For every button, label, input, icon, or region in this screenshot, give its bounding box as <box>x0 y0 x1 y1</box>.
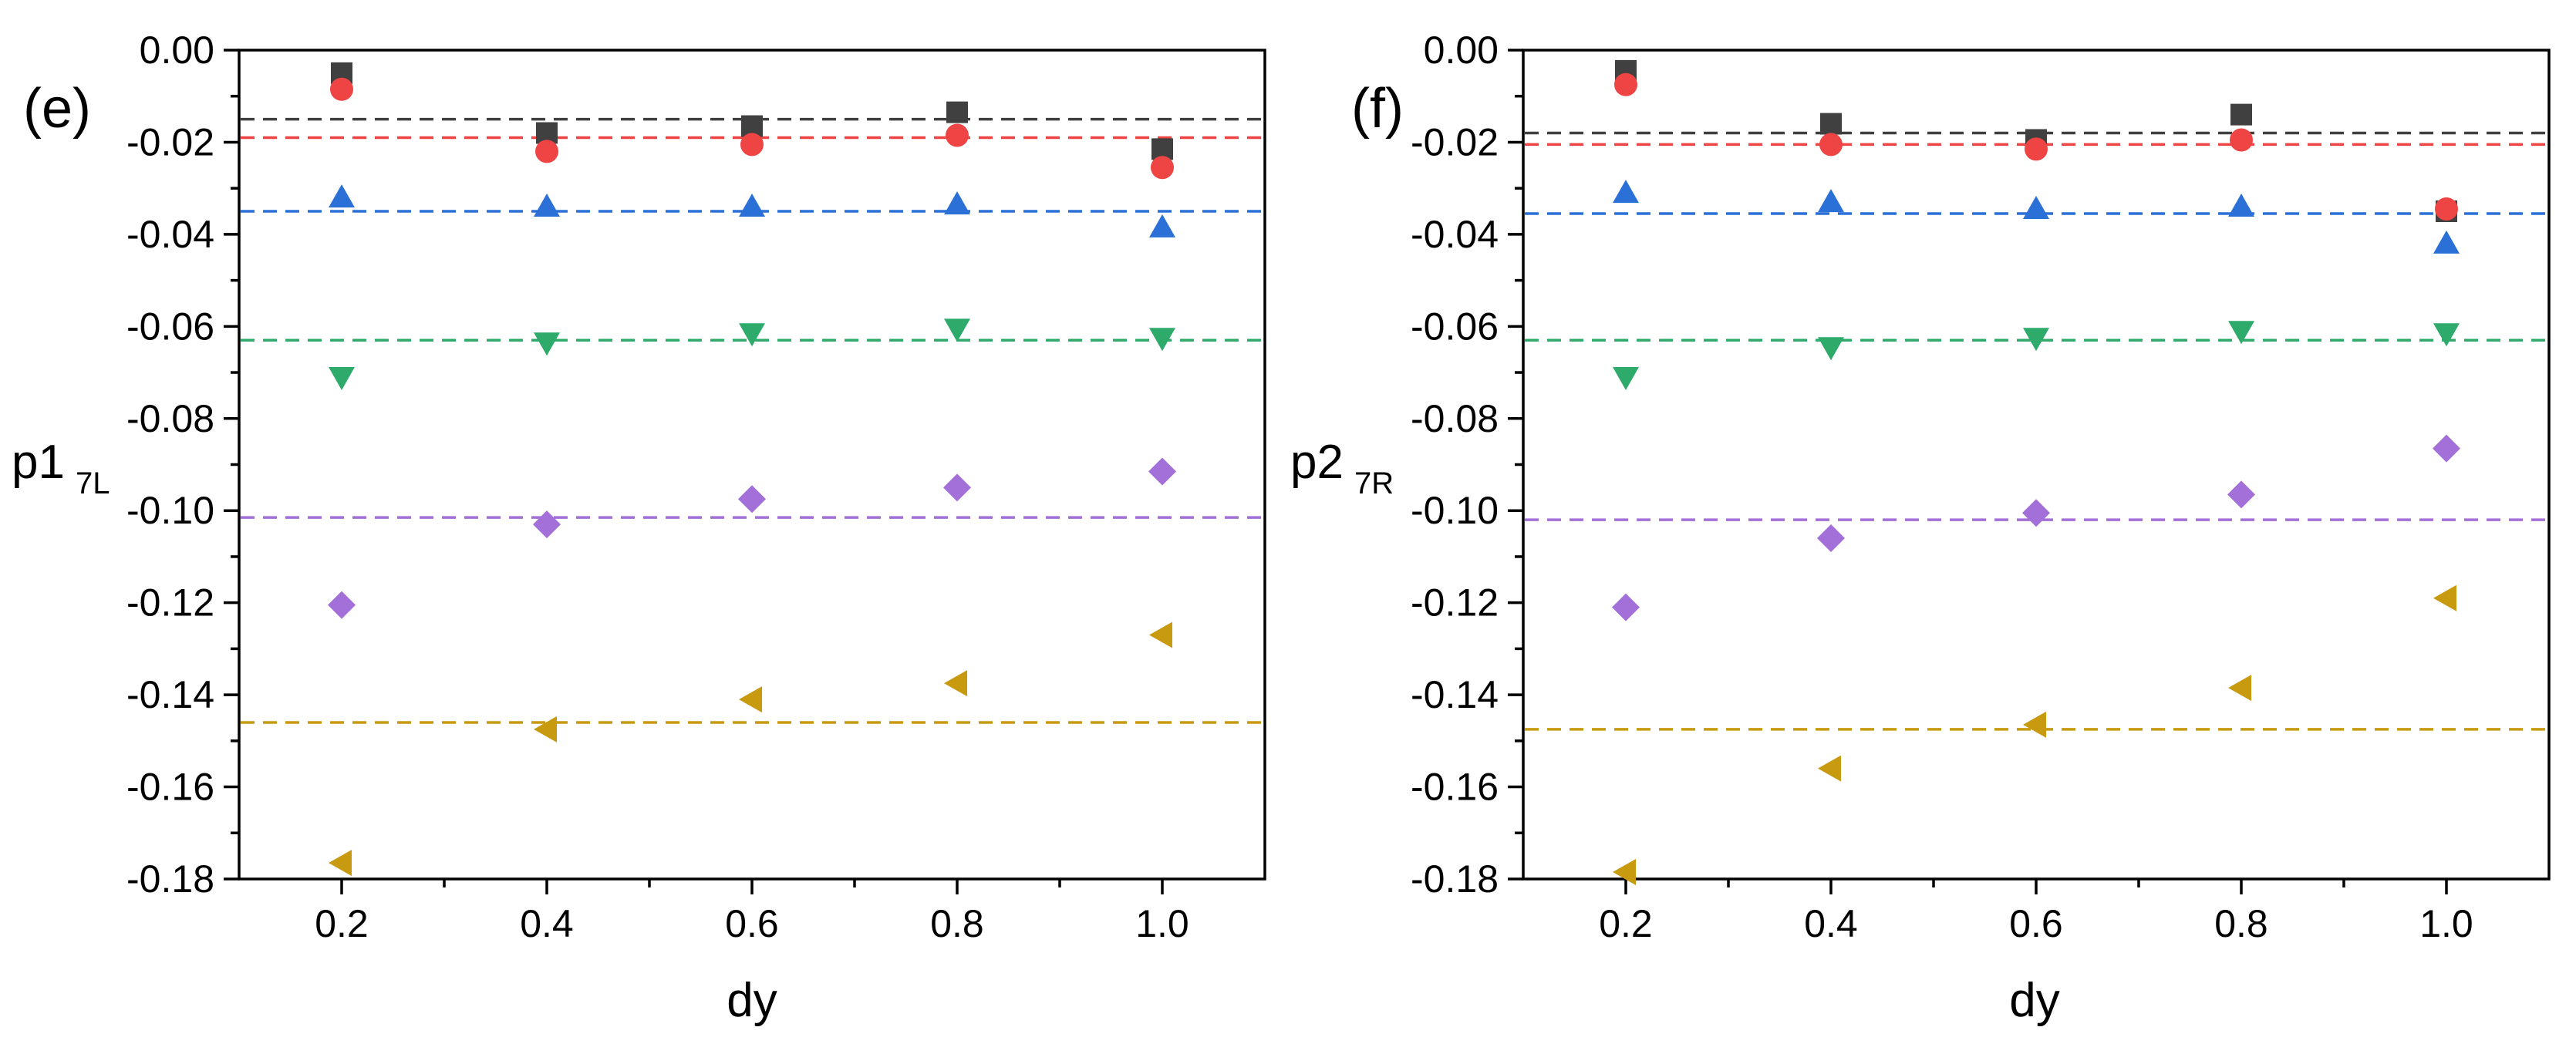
red-circle-marker <box>2230 128 2253 152</box>
purple-diamond-marker <box>2227 480 2255 509</box>
black-square-marker <box>1820 113 1842 135</box>
purple-diamond-marker <box>328 591 356 619</box>
black-square-marker <box>946 101 968 123</box>
x-tick-label: 0.8 <box>930 902 984 945</box>
y-axis-title-main: p1 <box>12 436 65 489</box>
y-axis-title-subscript: 7R <box>1354 466 1394 500</box>
purple-diamond-marker <box>738 485 766 514</box>
y-tick-label: -0.12 <box>1411 581 1499 625</box>
blue-triangle-up-marker <box>2228 194 2254 217</box>
red-circle-marker <box>1819 133 1843 157</box>
panel-e: (e) p1 7L dy 0.2 0.4 0.6 0.8 1.0 0.00 -0.02 -0… <box>12 29 1266 1027</box>
y-tick-label: -0.14 <box>126 673 214 716</box>
x-tick-label: 0.4 <box>520 902 574 945</box>
purple-diamond-marker <box>1817 524 1845 553</box>
y-tick-label: -0.16 <box>126 766 214 809</box>
green-triangle-down-marker <box>534 332 560 356</box>
x-tick-label: 1.0 <box>2419 902 2473 945</box>
red-circle-marker <box>740 133 764 157</box>
y-tick-label: -0.06 <box>1411 305 1499 348</box>
y-axis-title-subscript: 7L <box>76 466 110 500</box>
green-triangle-down-marker <box>1149 328 1175 352</box>
plot-frame <box>238 49 1266 881</box>
red-circle-marker <box>2435 197 2458 221</box>
y-tick-label: -0.06 <box>126 305 214 348</box>
green-triangle-down-marker <box>1818 337 1844 361</box>
blue-triangle-up-marker <box>739 194 765 217</box>
black-square-marker <box>2230 103 2252 126</box>
x-tick-label: 0.6 <box>725 902 779 945</box>
y-axis-title: p1 7L <box>12 436 110 500</box>
red-circle-marker <box>535 140 558 163</box>
y-tick-label: -0.04 <box>1411 213 1499 256</box>
green-triangle-down-marker <box>2433 323 2460 347</box>
x-tick-label: 0.6 <box>2009 902 2063 945</box>
x-tick-label: 0.8 <box>2214 902 2268 945</box>
red-circle-marker <box>946 123 969 147</box>
panel-label: (e) <box>23 78 91 140</box>
gold-triangle-left-marker <box>1613 859 1636 886</box>
y-tick-label: -0.08 <box>1411 397 1499 440</box>
gold-triangle-left-marker <box>1818 755 1841 782</box>
gold-triangle-left-marker <box>2228 675 2251 702</box>
gold-triangle-left-marker <box>739 686 762 713</box>
red-circle-marker <box>1614 72 1637 96</box>
green-triangle-down-marker <box>739 323 765 347</box>
y-tick-label: 0.00 <box>140 29 214 72</box>
purple-diamond-marker <box>1148 457 1176 486</box>
blue-triangle-up-marker <box>1613 180 1639 204</box>
blue-triangle-up-marker <box>534 194 560 217</box>
x-tick-label: 1.0 <box>1135 902 1189 945</box>
gold-triangle-left-marker <box>534 716 557 743</box>
green-triangle-down-marker <box>2023 328 2049 352</box>
purple-diamond-marker <box>2022 499 2050 527</box>
purple-diamond-marker <box>943 473 971 502</box>
y-tick-label: -0.18 <box>126 857 214 901</box>
y-axis-title-main: p2 <box>1290 436 1344 489</box>
gold-triangle-left-marker <box>2023 711 2046 738</box>
red-circle-marker <box>2025 137 2048 161</box>
y-tick-label: -0.10 <box>126 489 214 532</box>
y-tick-label: -0.02 <box>1411 120 1499 163</box>
blue-triangle-up-marker <box>329 184 355 208</box>
y-tick-label: -0.16 <box>1411 766 1499 809</box>
y-tick-label: -0.02 <box>126 120 214 163</box>
x-tick-label: 0.4 <box>1804 902 1858 945</box>
y-tick-label: -0.18 <box>1411 857 1499 901</box>
purple-diamond-marker <box>1612 593 1640 621</box>
red-circle-marker <box>1151 156 1174 180</box>
x-tick-label: 0.2 <box>315 902 369 945</box>
y-tick-label: -0.12 <box>126 581 214 625</box>
plot-frame <box>1522 49 2551 881</box>
x-axis-title: dy <box>2009 974 2059 1027</box>
x-tick-label: 0.2 <box>1599 902 1653 945</box>
blue-triangle-up-marker <box>1818 189 1844 213</box>
blue-triangle-up-marker <box>1149 214 1175 237</box>
gold-triangle-left-marker <box>1149 621 1172 648</box>
y-axis-title: p2 7R <box>1290 436 1394 500</box>
blue-triangle-up-marker <box>944 191 970 215</box>
green-triangle-down-marker <box>329 367 355 391</box>
blue-triangle-up-marker <box>2023 196 2049 220</box>
gold-triangle-left-marker <box>944 670 967 697</box>
y-tick-label: -0.08 <box>126 397 214 440</box>
y-tick-label: 0.00 <box>1424 29 1499 72</box>
y-tick-label: -0.04 <box>126 213 214 256</box>
gold-triangle-left-marker <box>329 850 352 877</box>
gold-triangle-left-marker <box>2433 584 2456 611</box>
green-triangle-down-marker <box>1613 367 1639 391</box>
y-tick-label: -0.10 <box>1411 489 1499 532</box>
green-triangle-down-marker <box>944 318 970 342</box>
blue-triangle-up-marker <box>2433 230 2460 254</box>
purple-diamond-marker <box>533 510 561 539</box>
x-axis-title: dy <box>727 974 777 1027</box>
purple-diamond-marker <box>2433 434 2460 463</box>
red-circle-marker <box>330 77 353 101</box>
y-tick-label: -0.14 <box>1411 673 1499 716</box>
panel-f: (f) p2 7R dy 0.2 0.4 0.6 0.8 1.0 0.00 -0.02 -0… <box>1290 29 2551 1027</box>
panel-label: (f) <box>1351 78 1404 140</box>
green-triangle-down-marker <box>2228 321 2254 345</box>
